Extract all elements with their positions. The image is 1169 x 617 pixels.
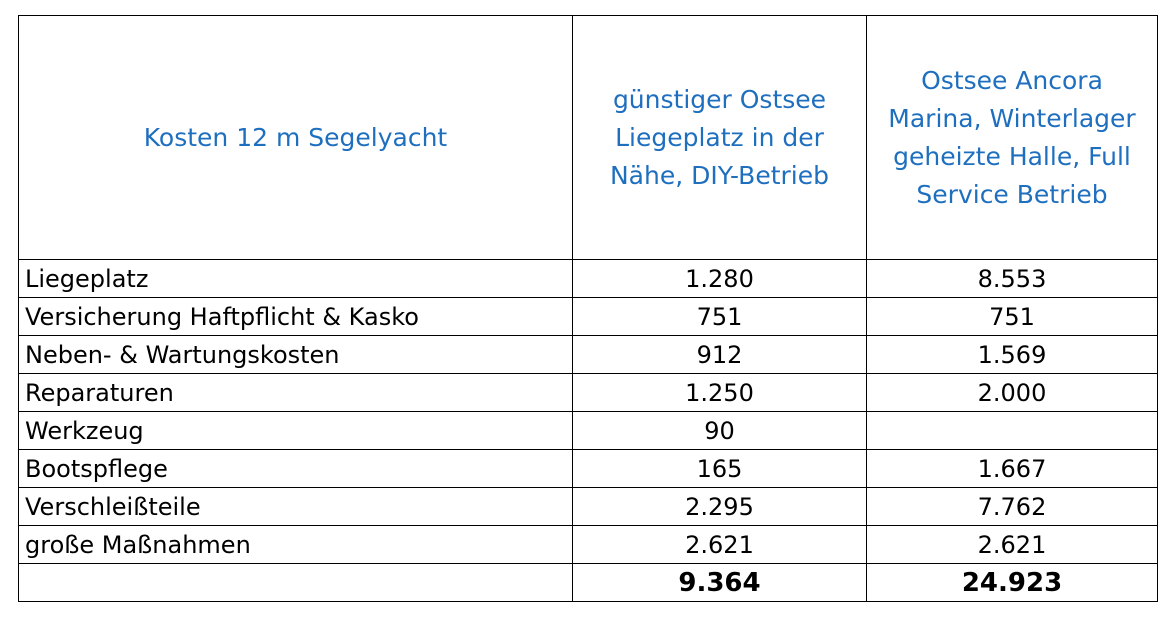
- row-label: Verschleißteile: [18, 487, 573, 526]
- full-service-cost: 1.667: [866, 449, 1158, 488]
- diy-cost: 90: [572, 411, 867, 450]
- table-row: Versicherung Haftpflicht & Kasko 751 751: [18, 297, 1158, 336]
- diy-cost: 751: [572, 297, 867, 336]
- diy-cost: 2.621: [572, 525, 867, 564]
- total-full-service: 24.923: [866, 563, 1158, 602]
- diy-cost: 912: [572, 335, 867, 374]
- table-row: Verschleißteile 2.295 7.762: [18, 487, 1158, 526]
- table-row: Werkzeug 90: [18, 411, 1158, 450]
- row-label: Liegeplatz: [18, 259, 573, 298]
- header-cost-label: Kosten 12 m Segelyacht: [18, 15, 573, 260]
- row-label: Reparaturen: [18, 373, 573, 412]
- row-label: Bootspflege: [18, 449, 573, 488]
- total-label: [18, 563, 573, 602]
- full-service-cost: 7.762: [866, 487, 1158, 526]
- full-service-cost: [866, 411, 1158, 450]
- full-service-cost: 1.569: [866, 335, 1158, 374]
- table-row: Bootspflege 165 1.667: [18, 449, 1158, 488]
- row-label: Neben- & Wartungskosten: [18, 335, 573, 374]
- diy-cost: 1.250: [572, 373, 867, 412]
- full-service-cost: 751: [866, 297, 1158, 336]
- full-service-cost: 2.000: [866, 373, 1158, 412]
- total-diy: 9.364: [572, 563, 867, 602]
- header-diy: günstiger Ostsee Liegeplatz in der Nähe,…: [572, 15, 867, 260]
- row-label: große Maßnahmen: [18, 525, 573, 564]
- diy-cost: 165: [572, 449, 867, 488]
- row-label: Werkzeug: [18, 411, 573, 450]
- table-row: Neben- & Wartungskosten 912 1.569: [18, 335, 1158, 374]
- diy-cost: 2.295: [572, 487, 867, 526]
- full-service-cost: 2.621: [866, 525, 1158, 564]
- full-service-cost: 8.553: [866, 259, 1158, 298]
- row-label: Versicherung Haftpflicht & Kasko: [18, 297, 573, 336]
- table-row: große Maßnahmen 2.621 2.621: [18, 525, 1158, 564]
- table-row: Reparaturen 1.250 2.000: [18, 373, 1158, 412]
- cost-table: Kosten 12 m Segelyacht günstiger Ostsee …: [18, 15, 1158, 602]
- header-full-service: Ostsee Ancora Marina, Winterlager geheiz…: [866, 15, 1158, 260]
- total-row: 9.364 24.923: [18, 563, 1158, 602]
- table-row: Liegeplatz 1.280 8.553: [18, 259, 1158, 298]
- header-row: Kosten 12 m Segelyacht günstiger Ostsee …: [18, 15, 1158, 260]
- diy-cost: 1.280: [572, 259, 867, 298]
